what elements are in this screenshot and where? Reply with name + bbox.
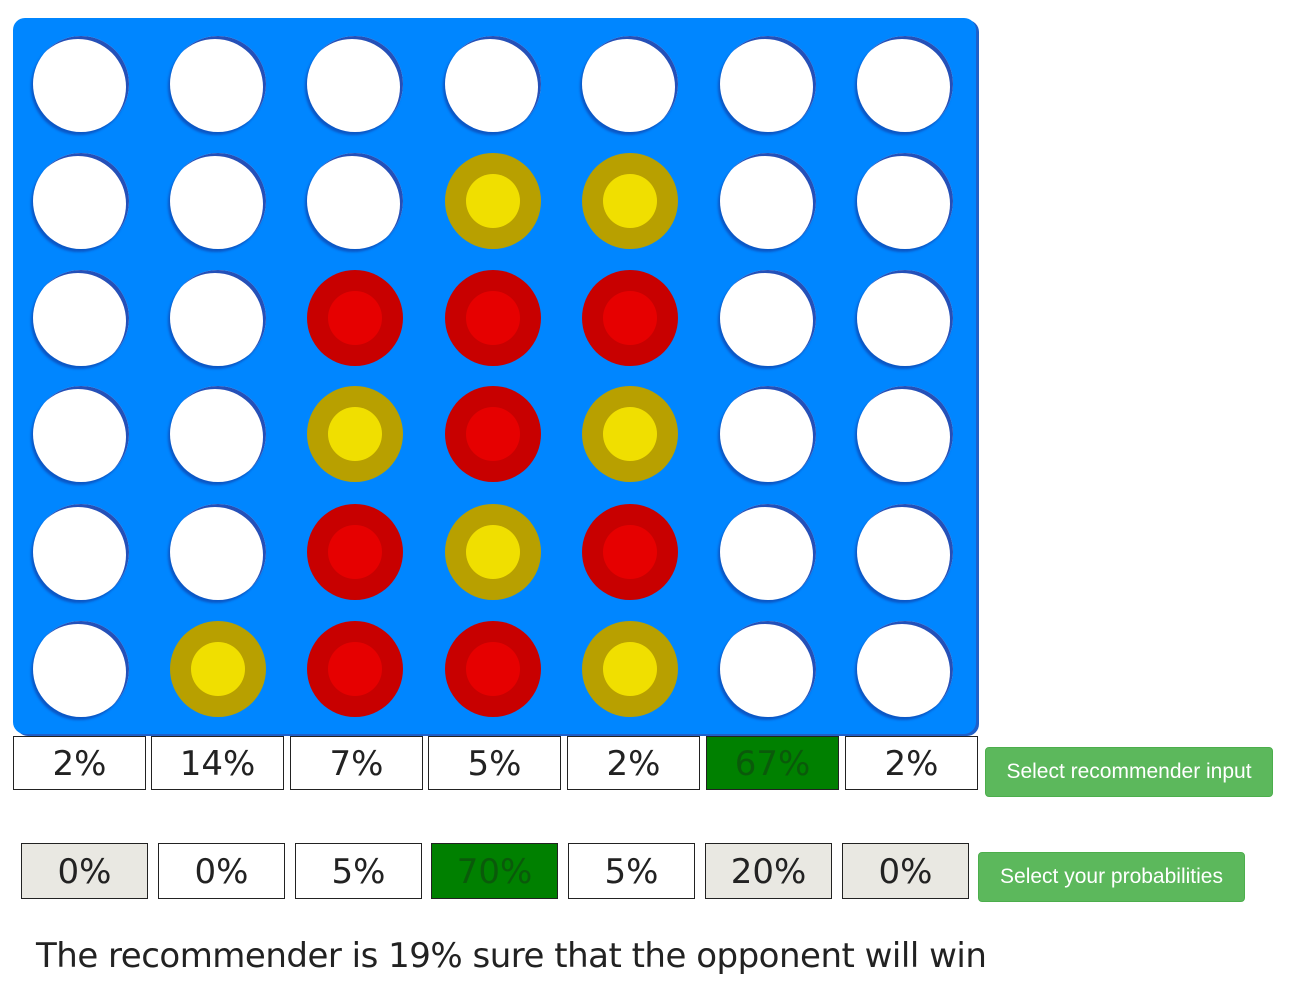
recommender-prob-col-3: 7% — [290, 736, 423, 790]
empty-slot-r3-c1[interactable] — [33, 270, 129, 366]
recommender-prob-col-6: 67% — [706, 736, 839, 790]
user-prob-input-col-6[interactable]: 20% — [705, 843, 832, 899]
red-disc-r5-c3[interactable] — [307, 504, 403, 600]
yellow-disc-r4-c5[interactable] — [582, 386, 678, 482]
user-prob-input-col-1[interactable]: 0% — [21, 843, 148, 899]
red-disc-r3-c4[interactable] — [445, 270, 541, 366]
select-your-probabilities-button[interactable]: Select your probabilities — [978, 852, 1245, 902]
empty-slot-r6-c7[interactable] — [857, 621, 953, 717]
user-prob-input-col-3[interactable]: 5% — [295, 843, 422, 899]
red-disc-r5-c5[interactable] — [582, 504, 678, 600]
empty-slot-r4-c1[interactable] — [33, 386, 129, 482]
empty-slot-r1-c4[interactable] — [445, 36, 541, 132]
empty-slot-r4-c2[interactable] — [170, 386, 266, 482]
empty-slot-r2-c1[interactable] — [33, 153, 129, 249]
empty-slot-r2-c3[interactable] — [307, 153, 403, 249]
empty-slot-r1-c5[interactable] — [582, 36, 678, 132]
user-prob-input-col-2[interactable]: 0% — [158, 843, 285, 899]
user-prob-input-col-7[interactable]: 0% — [842, 843, 969, 899]
yellow-disc-r6-c5[interactable] — [582, 621, 678, 717]
red-disc-r3-c3[interactable] — [307, 270, 403, 366]
empty-slot-r2-c2[interactable] — [170, 153, 266, 249]
empty-slot-r1-c3[interactable] — [307, 36, 403, 132]
empty-slot-r6-c6[interactable] — [720, 621, 816, 717]
recommender-prob-col-4: 5% — [428, 736, 561, 790]
empty-slot-r4-c6[interactable] — [720, 386, 816, 482]
user-prob-input-col-5[interactable]: 5% — [568, 843, 695, 899]
empty-slot-r2-c7[interactable] — [857, 153, 953, 249]
recommender-prob-col-1: 2% — [13, 736, 146, 790]
empty-slot-r5-c6[interactable] — [720, 504, 816, 600]
yellow-disc-r2-c5[interactable] — [582, 153, 678, 249]
yellow-disc-r4-c3[interactable] — [307, 386, 403, 482]
select-recommender-input-button[interactable]: Select recommender input — [985, 747, 1273, 797]
empty-slot-r3-c6[interactable] — [720, 270, 816, 366]
yellow-disc-r2-c4[interactable] — [445, 153, 541, 249]
user-prob-input-col-4[interactable]: 70% — [431, 843, 558, 899]
recommender-prob-col-7: 2% — [845, 736, 978, 790]
red-disc-r4-c4[interactable] — [445, 386, 541, 482]
empty-slot-r1-c6[interactable] — [720, 36, 816, 132]
empty-slot-r5-c1[interactable] — [33, 504, 129, 600]
yellow-disc-r6-c2[interactable] — [170, 621, 266, 717]
empty-slot-r5-c2[interactable] — [170, 504, 266, 600]
recommender-status-text: The recommender is 19% sure that the opp… — [36, 936, 987, 976]
empty-slot-r4-c7[interactable] — [857, 386, 953, 482]
recommender-prob-col-5: 2% — [567, 736, 700, 790]
red-disc-r6-c3[interactable] — [307, 621, 403, 717]
empty-slot-r1-c1[interactable] — [33, 36, 129, 132]
red-disc-r6-c4[interactable] — [445, 621, 541, 717]
yellow-disc-r5-c4[interactable] — [445, 504, 541, 600]
recommender-prob-col-2: 14% — [151, 736, 284, 790]
game-board[interactable] — [13, 18, 976, 734]
empty-slot-r1-c2[interactable] — [170, 36, 266, 132]
empty-slot-r6-c1[interactable] — [33, 621, 129, 717]
empty-slot-r5-c7[interactable] — [857, 504, 953, 600]
empty-slot-r3-c7[interactable] — [857, 270, 953, 366]
empty-slot-r2-c6[interactable] — [720, 153, 816, 249]
red-disc-r3-c5[interactable] — [582, 270, 678, 366]
empty-slot-r3-c2[interactable] — [170, 270, 266, 366]
empty-slot-r1-c7[interactable] — [857, 36, 953, 132]
